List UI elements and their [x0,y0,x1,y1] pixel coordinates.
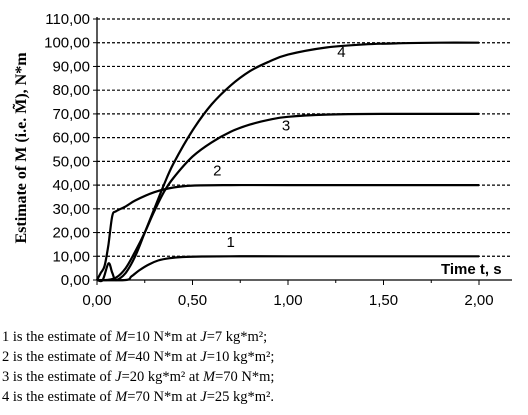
caption-value: =40 N*m at [127,349,197,365]
caption-variable: M [203,369,216,385]
caption-value: =10 N*m at [127,329,197,345]
caption-3: 3 is the estimate of J=20 kg*m² at M=70 … [2,367,522,387]
caption-variable: J [200,349,207,365]
series-label-2: 2 [213,163,221,180]
y-tick-label: 50,00 [52,153,90,170]
series-line-3 [96,112,480,282]
y-tick-label: 60,00 [52,130,90,147]
caption-variable: M [115,389,128,405]
x-tick-label: 0,50 [178,292,207,309]
x-axis-label: Time t, s [441,261,502,278]
y-tick-label: 40,00 [52,177,90,194]
series-label-3: 3 [282,118,290,135]
axes [93,17,512,285]
caption-variable: M [115,349,128,365]
line-chart: 0,0010,0020,0030,0040,0050,0060,0070,008… [10,11,520,309]
caption-value: =25 kg*m². [206,389,275,405]
series-line-2 [96,183,479,281]
y-tick-label: 70,00 [52,106,90,123]
series-curves [96,41,480,283]
series-label-1: 1 [227,234,235,251]
caption-list: 1 is the estimate of M=10 N*m at J=7 kg*… [2,327,522,407]
series-label-4: 4 [337,44,345,61]
caption-variable: J [200,329,207,345]
y-tick-label: 90,00 [52,58,90,75]
x-tick-labels: 0,00 0,50 1,00 1,50 2,00 [82,292,493,309]
y-tick-label: 0,00 [61,272,90,289]
caption-value: =20 kg*m² at [121,369,200,385]
x-tick-label: 2,00 [464,292,493,309]
y-tick-label: 30,00 [52,201,90,218]
caption-4: 4 is the estimate of M=70 N*m at J=25 kg… [2,387,522,407]
caption-variable: M [115,329,128,345]
x-axis-label-bg [438,258,520,278]
caption-text: 3 is the estimate of [2,369,112,385]
y-tick-label: 80,00 [52,82,90,99]
caption-value: =10 kg*m²; [206,349,275,365]
series-line-4 [96,41,480,283]
y-axis-label: Estimate of M (i.e. M̃), N*m [11,52,30,244]
caption-text: 2 is the estimate of [2,349,112,365]
y-tick-label: 100,00 [44,35,90,52]
caption-1: 1 is the estimate of M=10 N*m at J=7 kg*… [2,327,522,347]
x-tick-label: 1,50 [369,292,398,309]
grid-lines [97,18,512,257]
y-tick-label: 10,00 [52,248,90,265]
caption-2: 2 is the estimate of M=40 N*m at J=10 kg… [2,347,522,367]
caption-variable: J [115,369,122,385]
y-tick-label: 20,00 [52,225,90,242]
y-tick-label: 110,00 [45,11,90,28]
x-tick-label: 1,00 [273,292,302,309]
caption-text: 4 is the estimate of [2,389,112,405]
caption-text: 1 is the estimate of [2,329,112,345]
series-line-1 [96,255,479,282]
caption-value: =70 N*m at [127,389,197,405]
caption-variable: J [200,389,207,405]
caption-value: =70 N*m; [215,369,275,385]
y-tick-labels: 0,00 10,00 20,00 30,00 40,00 50,00 60,00 70,00 8… [44,11,90,289]
series-labels: 1 2 3 4 [213,44,345,251]
x-tick-label: 0,00 [82,292,111,309]
caption-value: =7 kg*m²; [206,329,268,345]
